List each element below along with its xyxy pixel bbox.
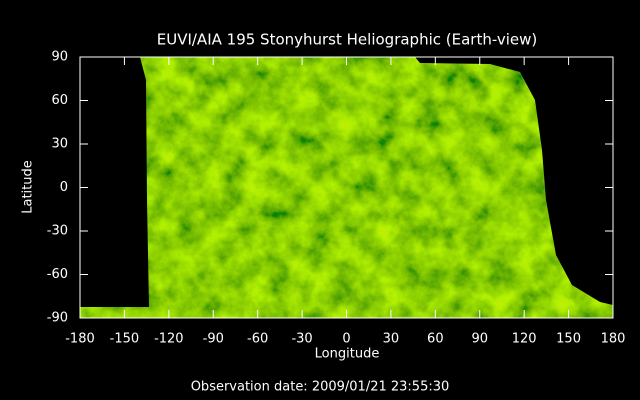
x-axis-label: Longitude xyxy=(315,347,380,362)
footer: Observation date: 2009/01/21 23:55:30 xyxy=(191,380,450,395)
y-tick-label: 90 xyxy=(51,50,68,65)
x-tick-label: -120 xyxy=(154,332,184,347)
x-tick-label: -150 xyxy=(110,332,140,347)
x-tick-label: -30 xyxy=(291,332,312,347)
map-image xyxy=(80,57,613,318)
x-tick-label: -180 xyxy=(65,332,95,347)
y-tick-label: 0 xyxy=(60,180,68,195)
y-tick-label: -90 xyxy=(47,311,68,326)
x-tick-label: -90 xyxy=(203,332,224,347)
x-tick-label: 30 xyxy=(383,332,400,347)
x-tick-label: 60 xyxy=(427,332,444,347)
x-tick-label: -60 xyxy=(247,332,268,347)
y-axis-label: Latitude xyxy=(21,160,36,214)
x-tick-label: 180 xyxy=(601,332,626,347)
x-tick-label: 0 xyxy=(342,332,350,347)
x-tick-label: 90 xyxy=(471,332,488,347)
y-tick-label: 30 xyxy=(51,137,68,152)
y-tick-label: -30 xyxy=(47,224,68,239)
x-tick-label: 120 xyxy=(512,332,537,347)
chart-title: EUVI/AIA 195 Stonyhurst Heliographic (Ea… xyxy=(157,31,538,49)
y-tick-label: 60 xyxy=(51,93,68,108)
x-tick-label: 150 xyxy=(556,332,581,347)
y-tick-label: -60 xyxy=(47,267,68,282)
